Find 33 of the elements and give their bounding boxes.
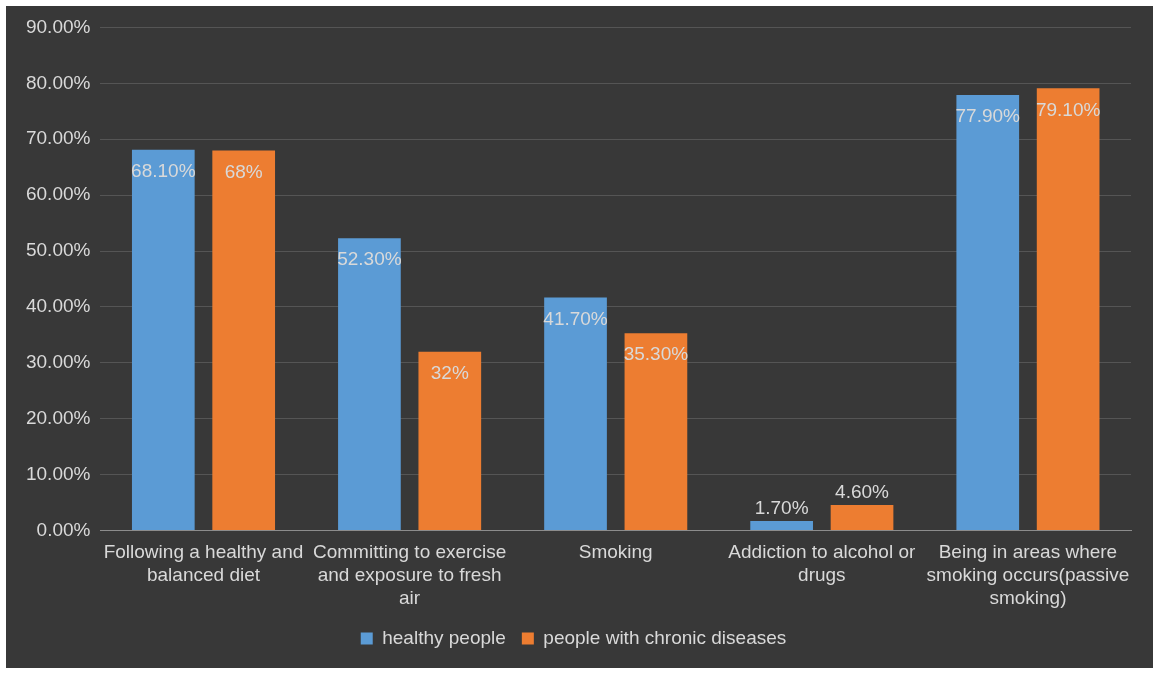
bar xyxy=(624,333,688,531)
bar xyxy=(131,149,195,531)
y-tick-label: 20.00% xyxy=(25,407,91,429)
data-label: 32% xyxy=(430,361,469,383)
y-tick-label: 80.00% xyxy=(25,71,91,93)
y-tick-label: 40.00% xyxy=(25,295,91,317)
bar xyxy=(750,521,813,531)
bar xyxy=(1036,88,1100,531)
y-tick-label: 30.00% xyxy=(25,351,91,373)
legend-label: healthy people xyxy=(382,626,506,648)
x-tick-label: Being in areas where smoking occurs(passive smoking) xyxy=(926,541,1130,608)
legend-label: people with chronic diseases xyxy=(543,626,787,648)
x-tick-label: Committing to exercise and exposure to fresh air xyxy=(312,541,507,608)
y-tick-label: 50.00% xyxy=(25,239,91,261)
bar xyxy=(418,351,482,531)
data-label: 68% xyxy=(224,160,263,182)
x-tick-label: Following a healthy and balanced diet xyxy=(103,541,304,586)
data-label: 68.10% xyxy=(131,160,196,182)
bar xyxy=(338,238,401,531)
y-tick-label: 60.00% xyxy=(25,183,91,205)
data-label: 1.70% xyxy=(754,497,809,519)
bar xyxy=(212,150,276,531)
bar xyxy=(544,297,607,531)
y-tick-label: 90.00% xyxy=(25,15,91,37)
y-tick-label: 70.00% xyxy=(25,127,91,149)
bar xyxy=(956,95,1020,531)
data-label: 4.60% xyxy=(835,481,890,503)
y-tick-label: 10.00% xyxy=(25,462,91,484)
x-tick-label: Addiction to alcohol or drugs xyxy=(728,541,916,586)
y-tick-label: 0.00% xyxy=(36,518,91,540)
x-tick-label: Smoking xyxy=(578,541,653,563)
data-label: 52.30% xyxy=(337,248,402,270)
bar xyxy=(830,504,894,531)
